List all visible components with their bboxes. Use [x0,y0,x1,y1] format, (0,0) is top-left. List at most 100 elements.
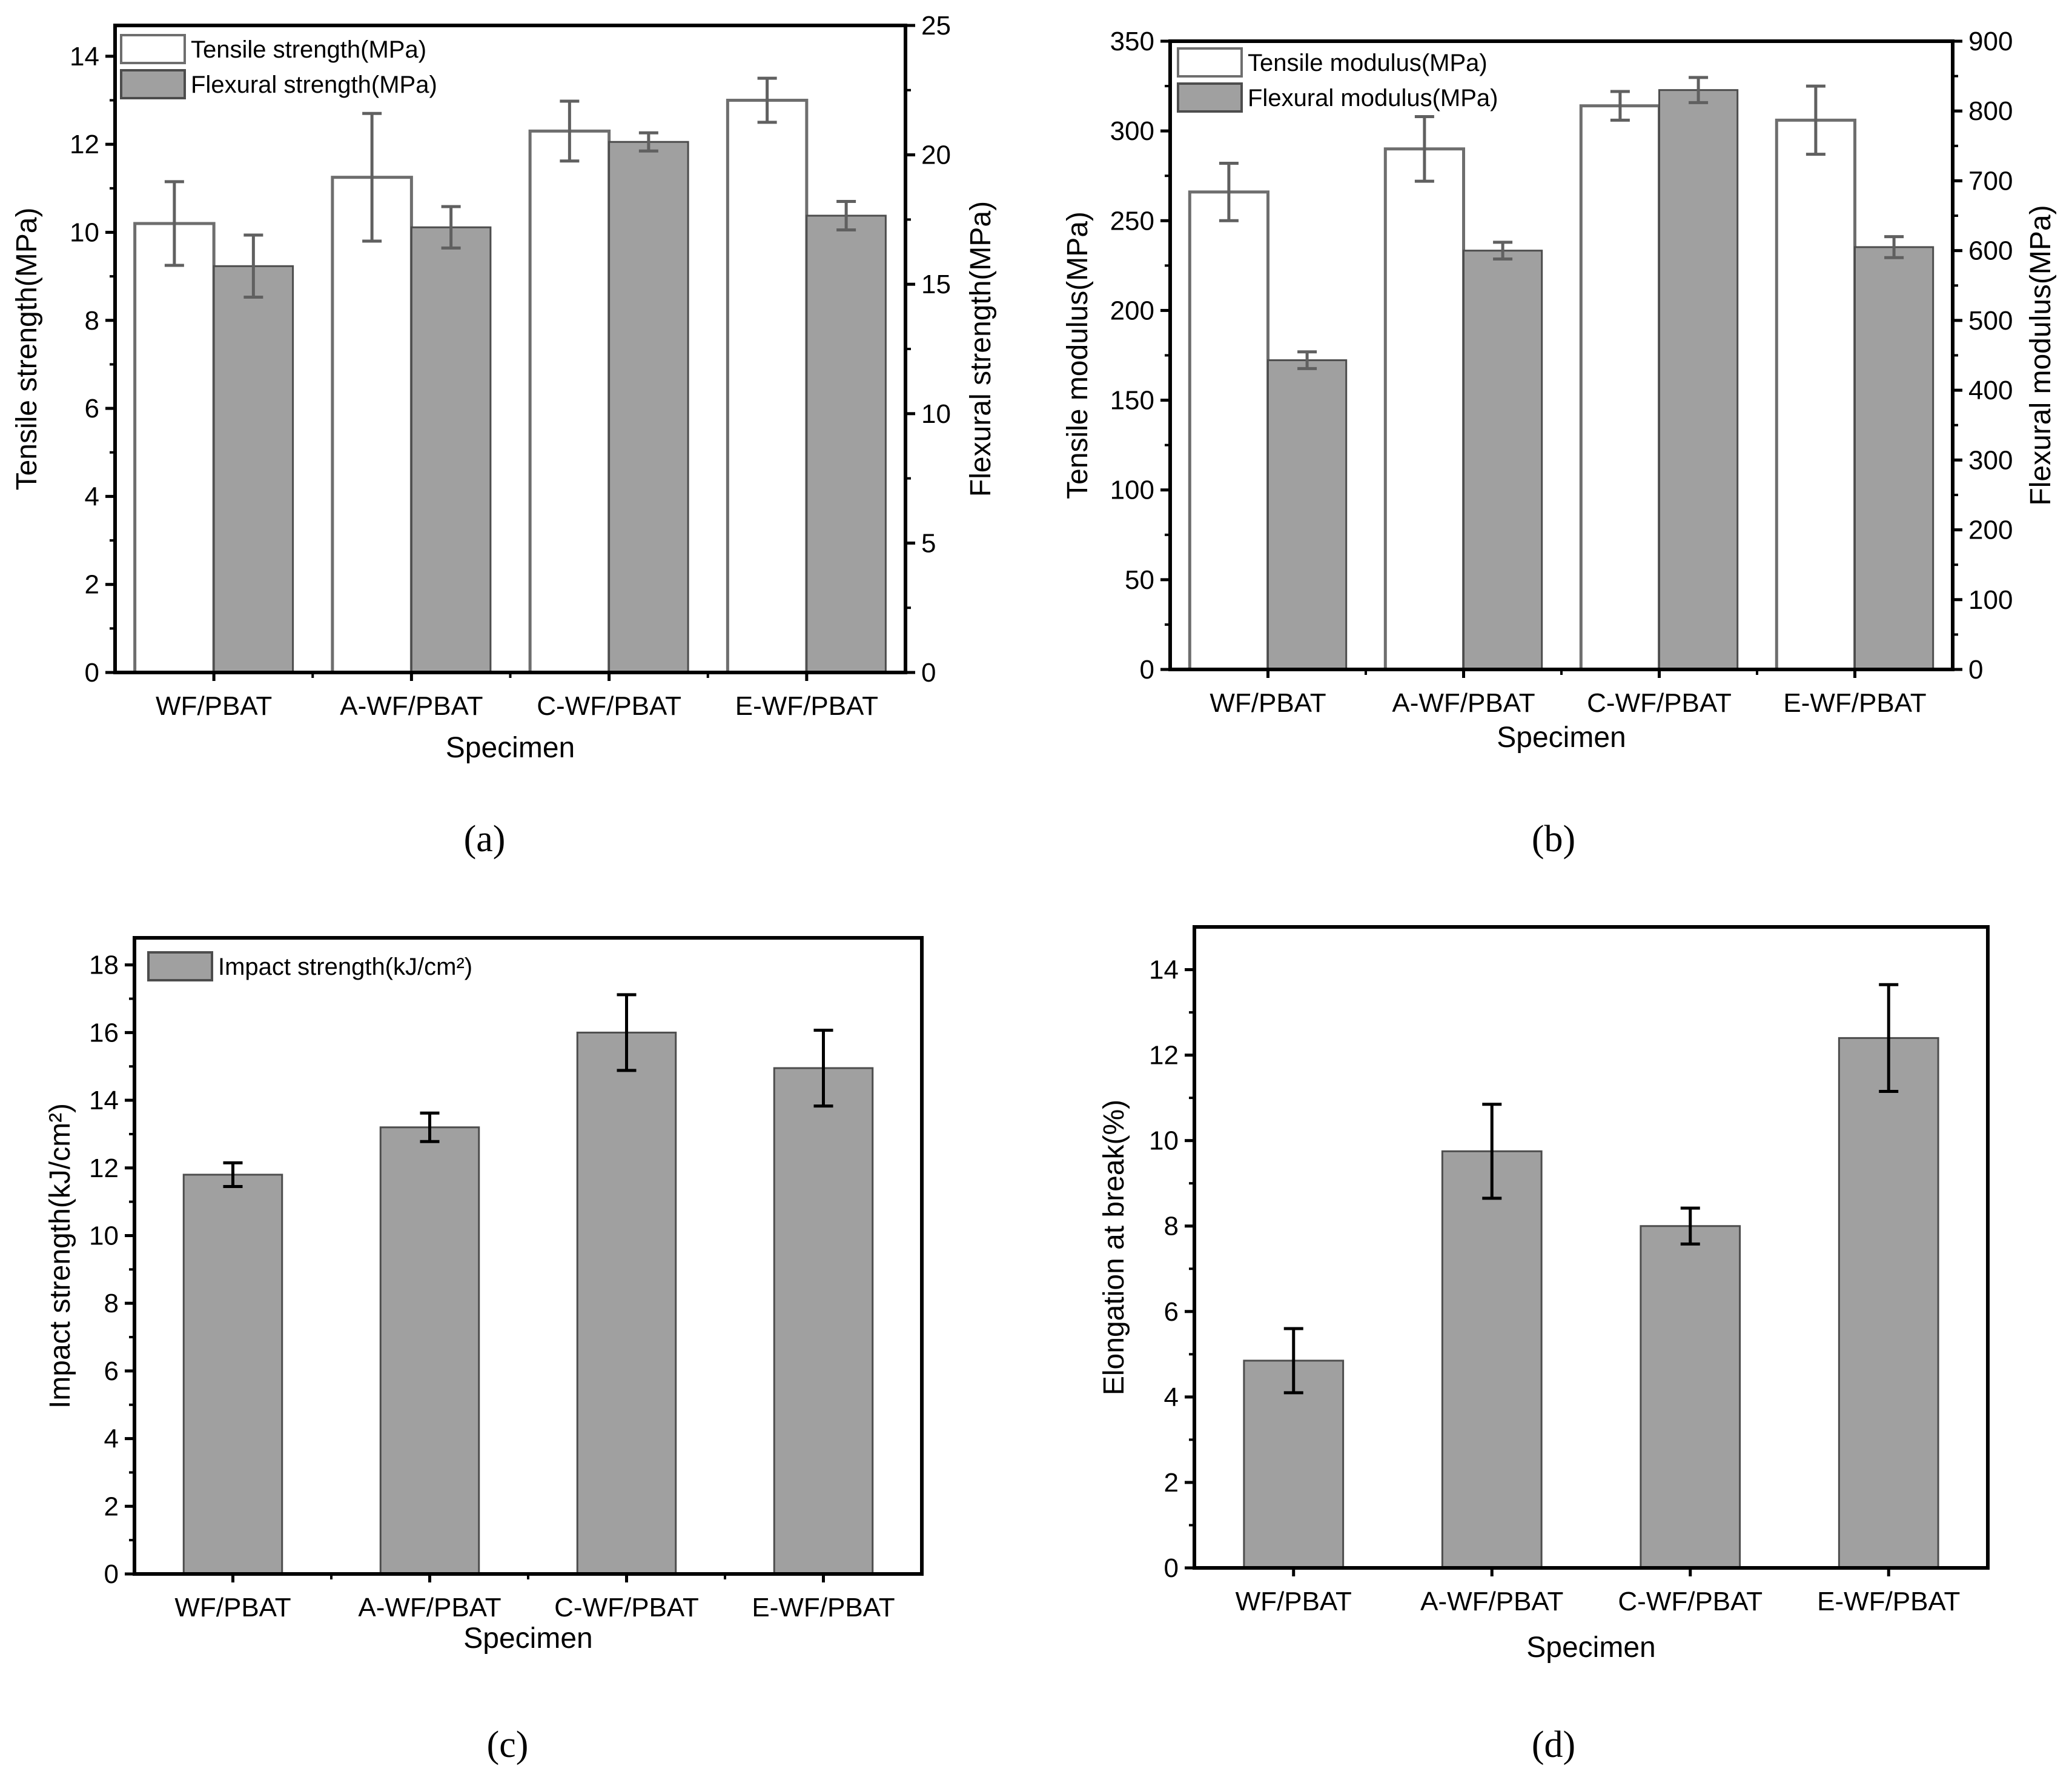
bar [331,176,413,674]
y-axis-label: Impact strength(kJ/cm²) [44,1103,76,1409]
bar [1243,1359,1345,1569]
y-tick-label: 18 [89,951,119,980]
x-tick-label: A-WF/PBAT [358,1593,501,1622]
x-axis: WF/PBAT A-WF/PBAT C-WF/PBAT E-WF/PBAT [174,1574,895,1622]
chart-panel-b: 0 50 100 150 200 250 300 350 0 100 200 300 400 500 600… [1062,27,2057,860]
y-tick-label: 4 [104,1424,119,1454]
x-axis-label: Specimen [1526,1632,1655,1664]
y-tick-label: 16 [89,1018,119,1047]
y-tick-label: 10 [89,1221,119,1250]
y-tick-label: 150 [1110,386,1154,416]
y-tick-label: 0 [85,658,99,688]
bar [1658,89,1739,671]
bar [528,129,611,674]
series-impact-strength-kj-cm- [182,993,874,1575]
series-elongation-at-break- [1243,983,1939,1569]
x-tick-label: C-WF/PBAT [537,691,681,721]
y-right-tick-label: 700 [1968,166,2013,196]
bar [379,1126,480,1575]
y-axis-right: 0 5 10 15 20 25 [905,11,951,688]
y-tick-label: 8 [104,1289,119,1318]
x-axis: WF/PBAT A-WF/PBAT C-WF/PBAT E-WF/PBAT [1236,1568,1960,1616]
bar [608,141,689,674]
legend: Tensile strength(MPa) Flexural strength(M… [120,34,437,99]
x-tick-label: A-WF/PBAT [1392,688,1535,718]
bar [1267,359,1348,671]
x-tick-label: WF/PBAT [1210,688,1326,718]
x-tick-label: WF/PBAT [174,1593,291,1622]
y-tick-label: 8 [1164,1212,1179,1241]
legend-label: Impact strength(kJ/cm²) [218,954,472,980]
y-tick-label: 2 [1164,1468,1179,1498]
y-tick-label: 10 [1149,1126,1179,1156]
y-axis-left: 0 2 4 6 8 10 12 14 [70,42,115,688]
y-right-tick-label: 0 [1968,655,1983,685]
x-tick-label: C-WF/PBAT [554,1593,699,1622]
legend-label: Flexural modulus(MPa) [1248,85,1498,111]
legend-swatch [120,34,186,64]
legend-swatch [120,69,186,99]
y-tick-label: 2 [104,1492,119,1521]
legend-label: Tensile modulus(MPa) [1248,50,1488,76]
y-tick-label: 4 [1164,1383,1179,1412]
x-tick-label: A-WF/PBAT [1420,1587,1563,1616]
y-tick-label: 250 [1110,206,1154,236]
y-right-tick-label: 15 [921,270,951,299]
y-tick-label: 8 [85,306,99,336]
y-axis-label: Tensile modulus(MPa) [1062,211,1094,499]
x-tick-label: E-WF/PBAT [1783,688,1926,718]
y-axis-label: Elongation at break(%) [1098,1100,1130,1395]
y-tick-label: 14 [70,42,99,71]
x-tick-label: C-WF/PBAT [1587,688,1732,718]
y-right-tick-label: 400 [1968,376,2013,405]
panel-caption: (b) [1532,818,1575,860]
x-axis: WF/PBAT A-WF/PBAT C-WF/PBAT E-WF/PBAT [1210,669,1927,718]
y-right-tick-label: 20 [921,141,951,170]
bar [1854,246,1935,671]
y-tick-label: 14 [89,1086,119,1115]
panel-caption: (a) [464,818,506,860]
x-tick-label: E-WF/PBAT [1817,1587,1960,1616]
legend: Tensile modulus(MPa) Flexural modulus(MPa… [1177,47,1498,113]
y-axis-left: 0 2 4 6 8 10 12 14 [1149,955,1194,1583]
y-right-tick-label: 200 [1968,516,2013,545]
x-tick-label: C-WF/PBAT [1618,1587,1763,1616]
y-axis-label: Tensile strength(MPa) [11,208,43,491]
bar [1441,1150,1543,1569]
legend: Impact strength(kJ/cm²) [147,951,472,981]
y-axis-right-label: Flexural modulus(MPa) [2025,205,2057,505]
y-axis-left: 0 2 4 6 8 10 12 14 16 18 [89,951,134,1589]
y-tick-label: 0 [1164,1553,1179,1583]
y-right-tick-label: 900 [1968,27,2013,56]
y-tick-label: 0 [104,1559,119,1589]
y-tick-label: 6 [104,1356,119,1386]
y-right-tick-label: 5 [921,528,936,558]
bar [182,1174,283,1575]
y-right-tick-label: 500 [1968,306,2013,336]
legend-label: Tensile strength(MPa) [191,36,426,63]
series-tensile-strength-mpa- [133,76,809,674]
bar [773,1067,874,1575]
y-right-tick-label: 100 [1968,585,2013,615]
legend-label: Flexural strength(MPa) [191,71,437,98]
legend-swatch [147,951,213,981]
x-tick-label: WF/PBAT [156,691,272,721]
y-tick-label: 300 [1110,116,1154,146]
y-tick-label: 12 [1149,1041,1179,1071]
y-right-tick-label: 10 [921,399,951,429]
y-tick-label: 14 [1149,955,1179,985]
y-tick-label: 6 [85,394,99,423]
y-right-tick-label: 0 [921,658,936,688]
y-tick-label: 12 [70,130,99,159]
bar [1775,118,1857,671]
x-axis-label: Specimen [1497,722,1626,754]
x-tick-label: E-WF/PBAT [752,1593,895,1622]
bar [1640,1225,1741,1569]
y-tick-label: 100 [1110,476,1154,505]
bar [410,226,492,674]
y-right-tick-label: 300 [1968,445,2013,475]
panel-caption: (d) [1532,1724,1575,1765]
bar [1579,104,1661,671]
x-tick-label: WF/PBAT [1236,1587,1352,1616]
